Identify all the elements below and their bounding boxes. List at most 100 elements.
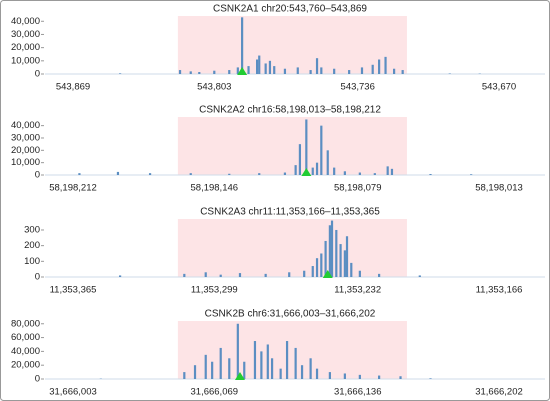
bar — [78, 173, 81, 175]
bar — [273, 66, 276, 74]
bar — [328, 225, 331, 277]
bar — [448, 73, 451, 74]
bar — [236, 67, 239, 74]
bar — [309, 358, 312, 379]
y-tick-label: 40,000 — [11, 346, 40, 357]
bar — [358, 172, 361, 175]
x-tick-label: 31,666,003 — [49, 387, 97, 398]
x-tick-label: 58,198,079 — [334, 183, 382, 194]
x-tick-label: 31,666,136 — [334, 387, 382, 398]
bar — [183, 372, 186, 379]
bar — [258, 173, 261, 175]
bar — [315, 258, 319, 277]
bar — [213, 70, 216, 74]
site-marker — [301, 168, 312, 176]
y-tick-label: 40,000 — [11, 120, 40, 131]
y-tick-label: 40,000 — [11, 16, 40, 27]
bar — [298, 144, 302, 175]
bar — [228, 358, 231, 379]
bar — [256, 59, 259, 74]
bar — [393, 68, 396, 74]
y-tick-label: 200 — [24, 240, 40, 251]
site-marker — [322, 270, 333, 278]
bar — [211, 361, 214, 379]
x-tick-label: 543,869 — [56, 82, 90, 93]
bar — [270, 358, 274, 379]
bar — [378, 375, 381, 379]
bar — [350, 262, 353, 277]
bar — [401, 70, 404, 74]
bar — [294, 347, 297, 379]
bar — [343, 171, 346, 175]
bar — [243, 361, 246, 379]
y-tick-label: 10,000 — [11, 157, 40, 168]
bar — [390, 168, 394, 175]
bar — [189, 71, 192, 74]
bar — [268, 60, 272, 74]
x-tick-label: 11,353,166 — [476, 285, 523, 296]
bar — [343, 373, 346, 379]
y-tick-label: 20,000 — [11, 360, 40, 371]
bar — [228, 70, 231, 74]
bar — [324, 240, 327, 277]
bar — [266, 344, 269, 379]
bar — [360, 67, 364, 74]
x-tick-label: 11,353,299 — [191, 285, 238, 296]
x-tick-label: 543,670 — [482, 82, 516, 93]
x-tick-label: 543,803 — [197, 82, 231, 93]
bar — [264, 273, 267, 277]
bar — [418, 275, 421, 277]
bar — [330, 220, 334, 277]
bar — [183, 273, 186, 277]
bar — [303, 270, 306, 277]
y-tick-label: 30,000 — [11, 132, 40, 143]
bar — [219, 274, 222, 277]
bar — [253, 341, 257, 379]
bar — [285, 341, 289, 379]
bar — [348, 70, 351, 74]
highlight-region — [177, 16, 407, 74]
panel-title: CSNK2A2 chr16:58,198,013–58,198,212 — [199, 105, 381, 116]
bar — [148, 173, 152, 175]
y-tick-label: 0 — [35, 272, 40, 283]
y-tick-label: 300 — [24, 224, 40, 235]
highlight-region — [177, 117, 407, 175]
bar — [236, 323, 239, 379]
bar — [264, 63, 267, 74]
x-tick-label: 543,736 — [341, 82, 375, 93]
y-tick-label: 20,000 — [11, 42, 40, 53]
bar — [320, 125, 323, 175]
bar — [333, 167, 336, 175]
bar — [279, 368, 282, 379]
bar — [320, 67, 323, 74]
bar — [328, 372, 331, 379]
y-tick-label: 0 — [35, 374, 40, 385]
highlight-region — [177, 219, 407, 277]
highlight-region — [177, 321, 407, 379]
bar — [189, 173, 192, 175]
bar — [384, 56, 387, 74]
x-tick-label: 11,353,232 — [334, 285, 381, 296]
bar — [326, 150, 329, 175]
bar — [294, 165, 297, 175]
y-tick-label: 100 — [24, 256, 40, 267]
y-tick-label: 30,000 — [11, 29, 40, 40]
bar — [335, 229, 338, 277]
bar — [345, 236, 349, 277]
y-tick-label: 20,000 — [11, 145, 40, 156]
x-tick-label: 31,666,202 — [475, 387, 523, 398]
bar — [204, 272, 207, 277]
bar — [241, 17, 244, 74]
bar — [429, 378, 432, 379]
bar — [305, 119, 308, 175]
y-tick-label: 60,000 — [11, 332, 40, 343]
bar — [118, 275, 122, 277]
bar — [219, 347, 222, 379]
bar — [258, 55, 261, 74]
bar — [283, 172, 287, 175]
bar — [116, 171, 120, 175]
bar — [198, 72, 201, 74]
bar — [228, 173, 231, 175]
bar — [193, 365, 197, 379]
